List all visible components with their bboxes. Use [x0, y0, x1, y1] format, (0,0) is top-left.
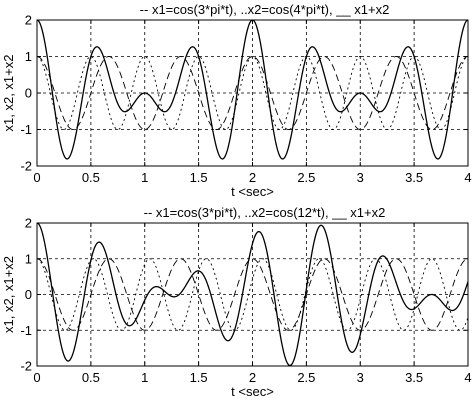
x-tick-label: 0.5 — [82, 170, 100, 185]
x-tick-label: 2.5 — [297, 370, 315, 385]
y-tick-label: 1 — [25, 49, 32, 64]
x-tick-label: 3 — [357, 370, 364, 385]
x-tick-label: 4 — [464, 170, 471, 185]
x-tick-label: 0 — [33, 370, 40, 385]
series-x1-line — [37, 56, 468, 130]
y-tick-label: 1 — [25, 251, 32, 266]
chart-panel-1: 0 0.5 1 1.5 2 2.5 3 3.5 4 -2 -1 0 1 2 -- x1=cos(3*pi*t… — [1, 2, 472, 199]
x-tick-label: 3.5 — [405, 370, 423, 385]
y-axis-label: x1, x2, x1+x2 — [1, 256, 16, 333]
y-tick-label: 0 — [25, 287, 32, 302]
chart-title: -- x1=cos(3*pi*t), ..x2=cos(12*t), __ x1… — [144, 205, 386, 220]
x-tick-label: 2.5 — [297, 170, 315, 185]
x-tick-label: 2 — [249, 370, 256, 385]
x-tick-label: 3 — [357, 170, 364, 185]
x-tick-label: 0 — [33, 170, 40, 185]
y-tick-label: -2 — [20, 159, 32, 174]
x-tick-label: 0.5 — [82, 370, 100, 385]
x-tick-label: 2 — [249, 170, 256, 185]
x-tick-label: 1.5 — [190, 170, 208, 185]
x-tick-label: 1.5 — [190, 370, 208, 385]
x-tick-label: 1 — [141, 170, 148, 185]
series-x2-line — [37, 258, 468, 331]
chart-panel-2: 0 0.5 1 1.5 2 2.5 3 3.5 4 -2 -1 0 1 2 -- x1=cos(3*pi*t… — [1, 205, 472, 399]
series-sum-line — [37, 20, 468, 160]
y-tick-label: 2 — [25, 13, 32, 28]
x-tick-label: 4 — [464, 370, 471, 385]
chart-title: -- x1=cos(3*pi*t), ..x2=cos(4*pi*t), __ … — [140, 2, 390, 17]
series-x2-line — [37, 56, 468, 130]
x-axis-label: t <sec> — [231, 184, 274, 199]
y-tick-label: -2 — [20, 359, 32, 374]
y-tick-label: 2 — [25, 216, 32, 231]
y-tick-label: 0 — [25, 86, 32, 101]
x-tick-label: 1 — [141, 370, 148, 385]
x-axis-label: t <sec> — [231, 384, 274, 399]
x-tick-label: 3.5 — [405, 170, 423, 185]
series-sum-line — [37, 223, 468, 366]
y-axis-label: x1, x2, x1+x2 — [1, 55, 16, 132]
y-tick-label: -1 — [20, 323, 32, 338]
y-tick-label: -1 — [20, 122, 32, 137]
